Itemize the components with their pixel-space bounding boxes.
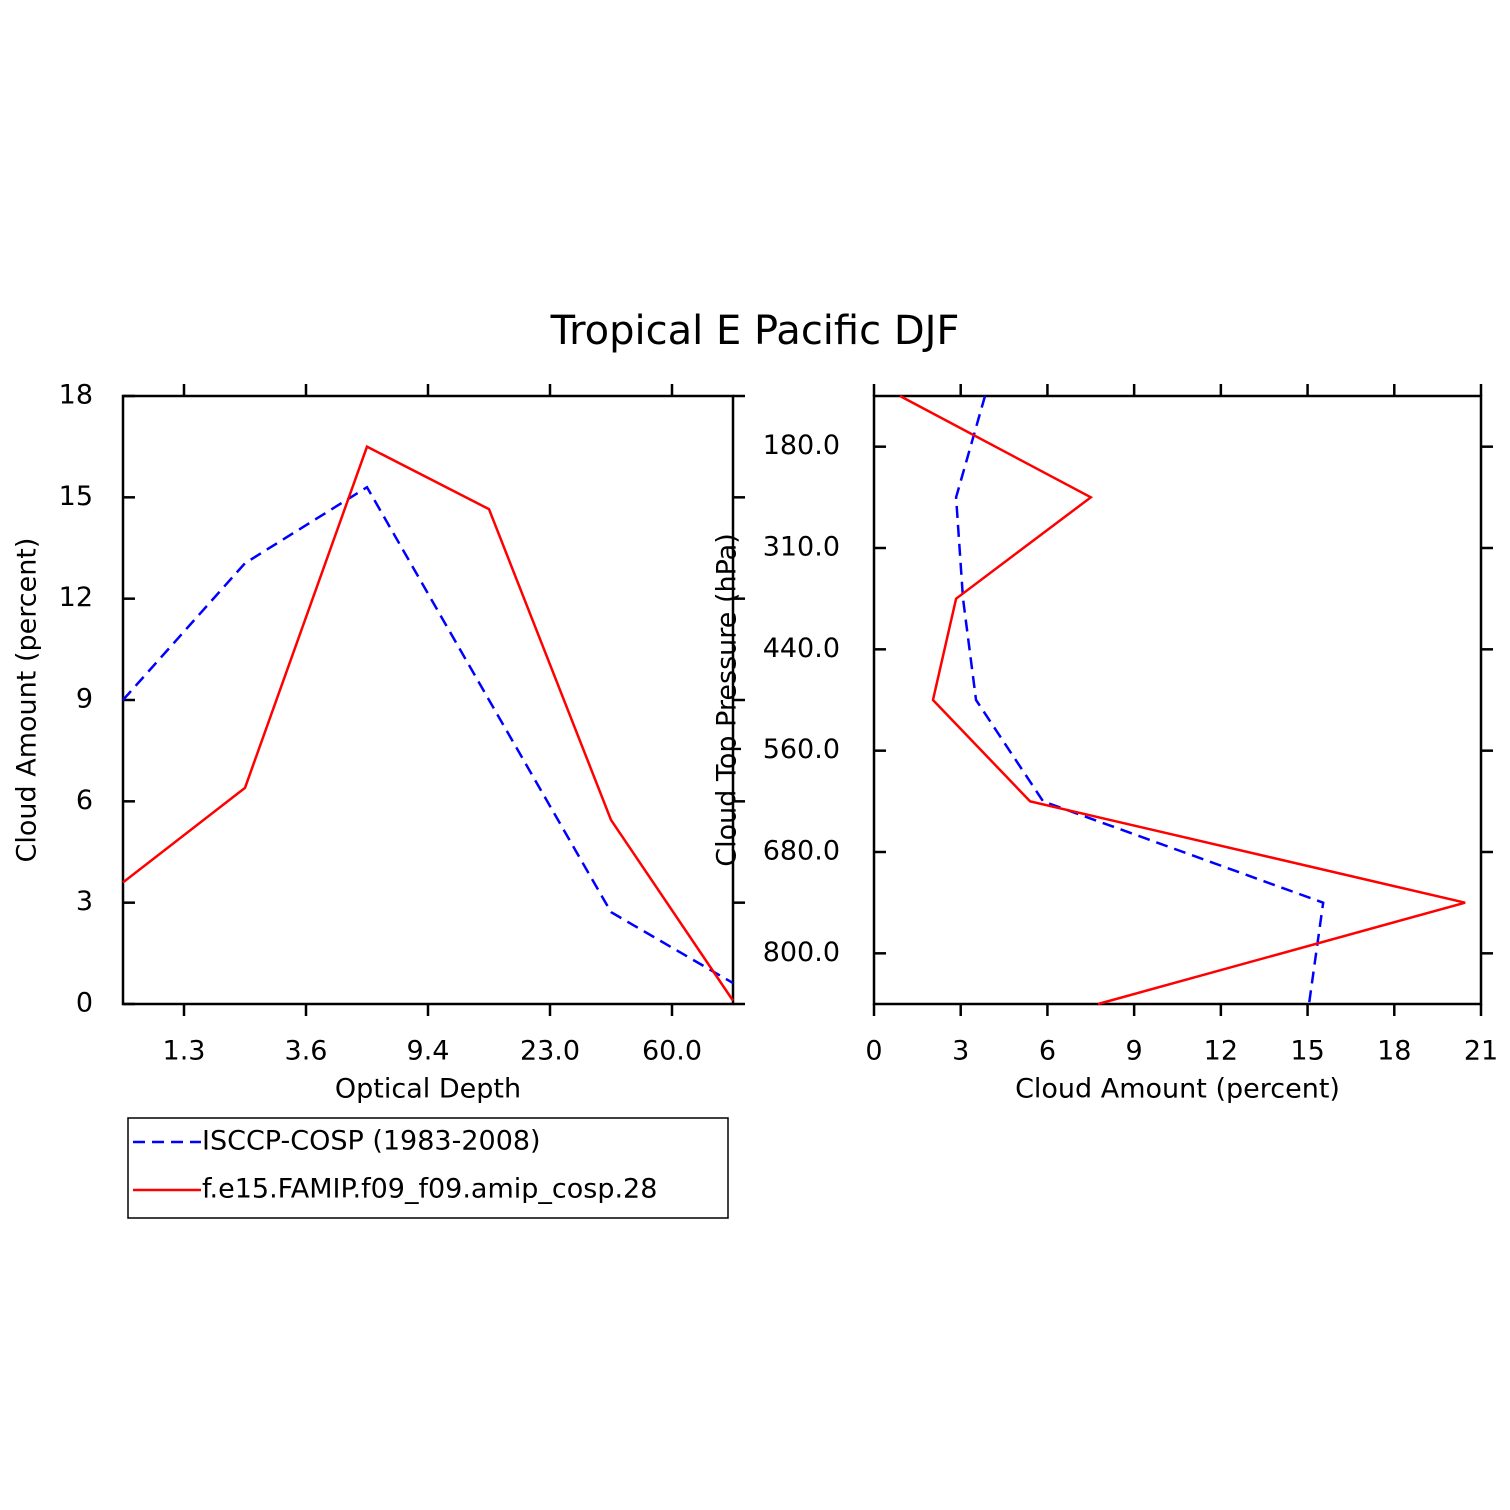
legend-label: f.e15.FAMIP.f09_f09.amip_cosp.28 [202, 1174, 657, 1205]
y-tick-label: 0 [76, 988, 93, 1019]
plot-frame [872, 394, 1483, 1006]
x-tick-label: 3.6 [285, 1036, 328, 1067]
x-tick-label: 15 [1290, 1036, 1324, 1067]
y-tick-label: 440.0 [763, 633, 840, 664]
x-tick-label: 12 [1204, 1036, 1238, 1067]
series-line [122, 485, 734, 985]
y-axis-label: Cloud Top Pressure (hPa) [712, 533, 743, 867]
figure-title: Tropical E Pacific DJF [550, 308, 960, 354]
legend-box [127, 1117, 729, 1219]
y-tick-label: 9 [76, 684, 93, 715]
x-tick-label: 3 [952, 1036, 969, 1067]
y-tick-label: 680.0 [763, 836, 840, 867]
x-axis-label: Optical Depth [335, 1074, 521, 1105]
x-tick-label: 23.0 [520, 1036, 580, 1067]
y-tick-label: 180.0 [763, 430, 840, 461]
y-tick-label: 12 [59, 582, 93, 613]
y-tick-label: 15 [59, 481, 93, 512]
legend-label: ISCCP-COSP (1983-2008) [202, 1126, 541, 1157]
x-tick-label: 60.0 [642, 1036, 702, 1067]
y-axis-label: Cloud Amount (percent) [12, 538, 43, 863]
x-tick-label: 21 [1464, 1036, 1498, 1067]
x-tick-label: 9.4 [407, 1036, 450, 1067]
series-line [122, 444, 735, 1002]
x-tick-label: 1.3 [163, 1036, 206, 1067]
x-tick-label: 18 [1377, 1036, 1411, 1067]
y-tick-label: 800.0 [763, 937, 840, 968]
y-tick-label: 560.0 [763, 734, 840, 765]
y-tick-label: 3 [76, 886, 93, 917]
y-tick-label: 310.0 [763, 532, 840, 563]
x-tick-label: 9 [1126, 1036, 1143, 1067]
x-tick-label: 0 [865, 1036, 882, 1067]
x-axis-label: Cloud Amount (percent) [1015, 1074, 1340, 1105]
plot-frame [121, 394, 735, 1006]
y-tick-label: 18 [59, 380, 93, 411]
y-tick-label: 6 [76, 785, 93, 816]
series-line [954, 395, 1325, 1005]
series-line [899, 394, 1466, 1006]
x-tick-label: 6 [1039, 1036, 1056, 1067]
